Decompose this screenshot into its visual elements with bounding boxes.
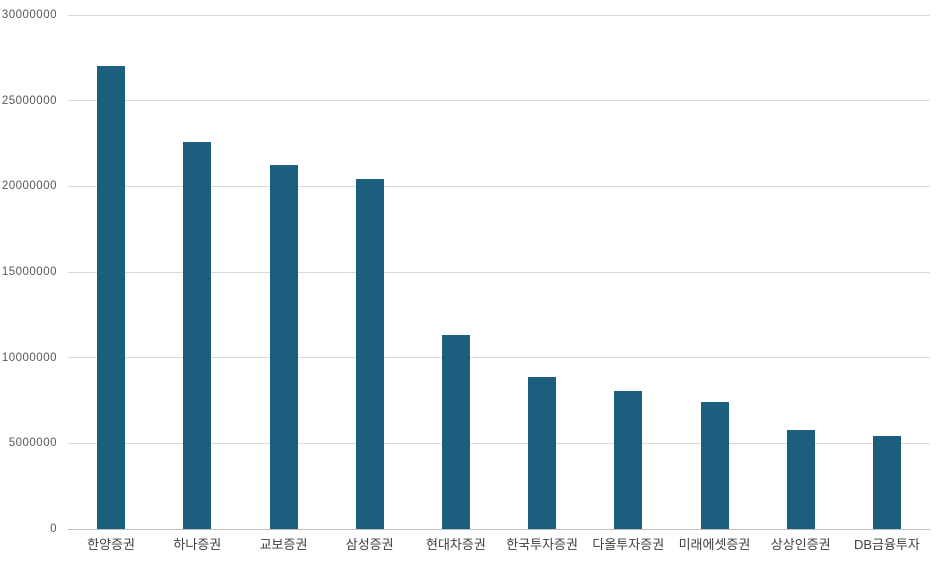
x-axis-line: [68, 528, 930, 530]
y-gridline: [68, 357, 930, 359]
category-label: 한양증권: [87, 537, 136, 552]
y-tick-label: 25000000: [1, 94, 57, 107]
category-label: 현대차증권: [425, 537, 486, 552]
y-gridline: [68, 271, 930, 273]
bar: [786, 429, 815, 529]
y-gridline: [68, 100, 930, 102]
bar: [441, 334, 470, 529]
bar: [97, 66, 126, 529]
bar: [355, 178, 384, 529]
y-tick-label: 0: [50, 523, 57, 535]
bar: [269, 164, 298, 529]
y-tick-label: 15000000: [1, 266, 57, 278]
category-label: 삼성증권: [345, 537, 394, 552]
category-label: 상상인증권: [770, 537, 831, 552]
bar: [614, 391, 643, 529]
category-label: DB금융투자: [853, 537, 920, 552]
bar: [872, 435, 901, 529]
y-gridline: [68, 442, 930, 444]
y-tick-label: 20000000: [1, 180, 57, 193]
y-tick-label: 10000000: [1, 351, 57, 364]
bar: [183, 141, 212, 529]
y-gridline: [68, 14, 930, 16]
bar: [700, 402, 729, 529]
bar: [528, 377, 557, 529]
y-gridline: [68, 185, 930, 187]
category-label: 교보증권: [259, 537, 308, 552]
category-label: 미래에셋증권: [678, 537, 751, 552]
category-label: 하나증권: [173, 537, 222, 552]
category-label: 다올투자증권: [592, 537, 665, 552]
y-tick-label: 5000000: [8, 437, 57, 450]
category-label: 한국투자증권: [506, 537, 578, 552]
y-tick-label: 30000000: [1, 9, 57, 21]
